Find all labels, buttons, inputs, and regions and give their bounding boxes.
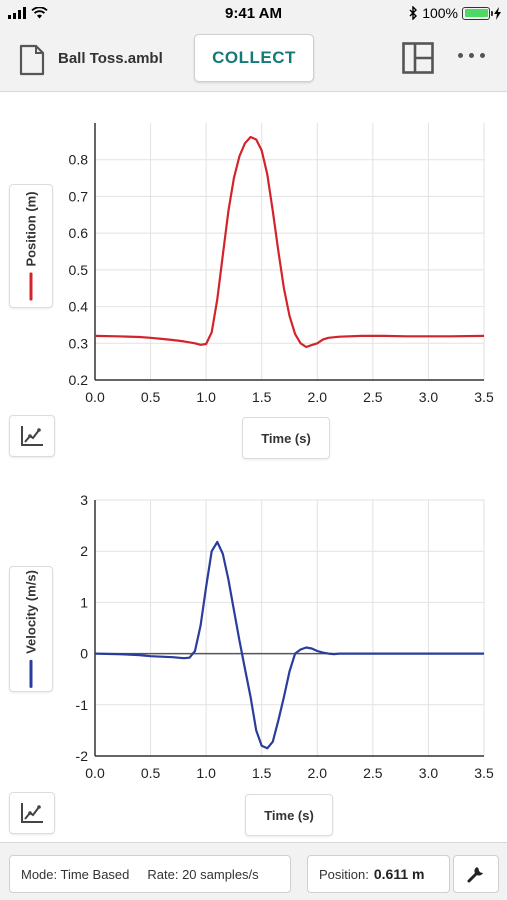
position-x-tick-label: 1.0 bbox=[196, 389, 216, 405]
velocity-y-tick-label: 2 bbox=[80, 543, 88, 559]
position-y-tick-label: 0.7 bbox=[69, 188, 89, 204]
battery-icon bbox=[462, 6, 493, 20]
position-x-tick-label: 3.5 bbox=[474, 389, 494, 405]
position-readout-value: 0.611 m bbox=[373, 866, 425, 882]
velocity-y-tick-label: 3 bbox=[80, 492, 88, 508]
sensor-settings-button[interactable] bbox=[453, 855, 499, 893]
position-x-tick-label: 2.5 bbox=[363, 389, 383, 405]
more-options-icon[interactable] bbox=[458, 53, 485, 58]
status-left bbox=[8, 7, 48, 19]
layout-icon[interactable] bbox=[402, 42, 434, 74]
position-x-axis-button[interactable]: Time (s) bbox=[242, 417, 330, 459]
position-x-tick-label: 2.0 bbox=[308, 389, 328, 405]
position-y-tick-label: 0.4 bbox=[69, 299, 89, 315]
collect-button[interactable]: COLLECT bbox=[194, 34, 314, 82]
velocity-x-tick-label: 0.5 bbox=[141, 765, 161, 781]
velocity-y-tick-label: 1 bbox=[80, 594, 88, 610]
velocity-x-tick-label: 3.0 bbox=[419, 765, 439, 781]
toolbar: Ball Toss.ambl COLLECT bbox=[0, 28, 507, 92]
position-y-tick-label: 0.3 bbox=[69, 335, 89, 351]
graph-tools-icon bbox=[21, 426, 43, 446]
position-x-tick-label: 0.0 bbox=[85, 389, 105, 405]
velocity-y-tick-label: -1 bbox=[76, 697, 89, 713]
position-x-tick-label: 3.0 bbox=[419, 389, 439, 405]
rate-text: Rate: 20 samples/s bbox=[147, 866, 259, 882]
velocity-x-tick-label: 0.0 bbox=[85, 765, 105, 781]
position-y-axis-button[interactable]: Position (m) bbox=[9, 184, 53, 308]
velocity-series-color bbox=[29, 659, 33, 688]
velocity-graph[interactable]: 0.0 0.5 1.0 1.5 2.0 2.5 3.0 3.5 -2 -1 0 1 2 3 bbox=[0, 0, 507, 840]
position-graph-tools-button[interactable] bbox=[9, 415, 55, 457]
mode-text: Mode: Time Based bbox=[21, 866, 130, 882]
position-x-axis-label: Time (s) bbox=[261, 430, 311, 446]
file-icon[interactable] bbox=[19, 44, 45, 76]
graph-tools-icon bbox=[21, 803, 43, 823]
velocity-x-tick-label: 2.5 bbox=[363, 765, 383, 781]
velocity-series-line bbox=[94, 540, 484, 750]
position-series-line bbox=[94, 135, 485, 349]
position-readout-label: Position: bbox=[319, 866, 369, 882]
position-y-tick-label: 0.6 bbox=[69, 225, 89, 241]
file-name[interactable]: Ball Toss.ambl bbox=[58, 50, 163, 67]
velocity-y-tick-label: -2 bbox=[76, 748, 89, 764]
wifi-icon bbox=[31, 7, 48, 19]
position-y-tick-label: 0.5 bbox=[69, 262, 89, 278]
velocity-x-tick-label: 2.0 bbox=[308, 765, 328, 781]
battery-percent: 100% bbox=[422, 5, 458, 21]
status-bar: 9:41 AM 100% bbox=[0, 0, 507, 28]
position-y-tick-label: 0.8 bbox=[69, 152, 89, 168]
velocity-y-axis-button[interactable]: Velocity (m/s) bbox=[9, 566, 53, 692]
velocity-x-tick-label: 3.5 bbox=[474, 765, 494, 781]
velocity-y-tick-label: 0 bbox=[80, 646, 88, 662]
data-collection-mode-button[interactable]: Mode: Time Based Rate: 20 samples/s bbox=[9, 855, 291, 893]
wrench-icon bbox=[467, 867, 483, 883]
footer-bar: Mode: Time Based Rate: 20 samples/s Posi… bbox=[0, 842, 507, 900]
velocity-x-tick-label: 1.5 bbox=[252, 765, 272, 781]
live-position-readout[interactable]: Position: 0.611 m bbox=[307, 855, 450, 893]
status-time: 9:41 AM bbox=[225, 5, 282, 22]
position-graph[interactable]: 0.0 0.5 1.0 1.5 2.0 2.5 3.0 3.5 0.2 0.3 0.4 0.5 0.6 0… bbox=[0, 0, 507, 460]
position-x-tick-label: 0.5 bbox=[141, 389, 161, 405]
cellular-signal-icon bbox=[8, 7, 26, 19]
velocity-graph-tools-button[interactable] bbox=[9, 792, 55, 834]
bluetooth-icon bbox=[409, 6, 418, 20]
velocity-y-axis-label: Velocity (m/s) bbox=[23, 570, 39, 654]
velocity-x-axis-label: Time (s) bbox=[264, 807, 314, 823]
velocity-x-tick-label: 1.0 bbox=[196, 765, 216, 781]
position-x-tick-label: 1.5 bbox=[252, 389, 272, 405]
status-right: 100% bbox=[409, 5, 501, 21]
charging-bolt-icon bbox=[494, 6, 501, 20]
position-y-tick-label: 0.2 bbox=[69, 372, 89, 388]
velocity-x-axis-button[interactable]: Time (s) bbox=[245, 794, 333, 836]
